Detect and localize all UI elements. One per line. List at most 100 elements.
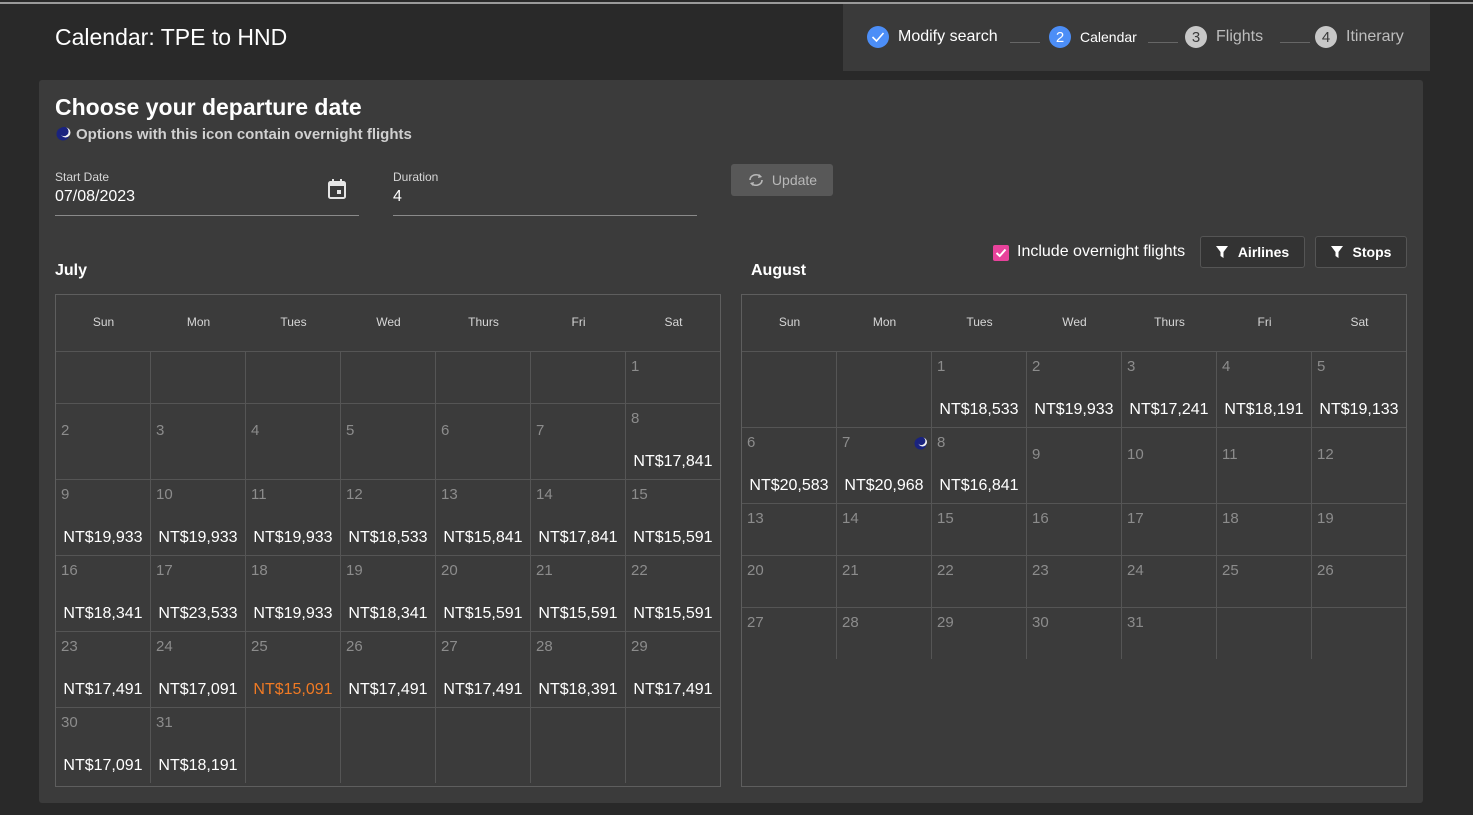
price[interactable]: NT$23,533 (158, 605, 238, 622)
date-cell: 3 (151, 403, 246, 479)
date-cell[interactable]: 9 NT$19,933 (56, 479, 151, 555)
airlines-button[interactable]: Airlines (1200, 236, 1305, 268)
price[interactable]: NT$18,191 (158, 757, 238, 774)
date-cell[interactable]: 28 NT$18,391 (531, 631, 626, 707)
date-cell[interactable]: 30 NT$17,091 (56, 707, 151, 783)
date-cell[interactable]: 23 NT$17,491 (56, 631, 151, 707)
price[interactable]: NT$18,533 (939, 401, 1019, 418)
date-cell[interactable]: 10 NT$19,933 (151, 479, 246, 555)
price[interactable]: NT$19,933 (253, 605, 333, 622)
day-number: 11 (251, 486, 267, 503)
date-cell[interactable]: 13 NT$15,841 (436, 479, 531, 555)
price[interactable]: NT$15,591 (443, 605, 523, 622)
step-label[interactable]: Itinerary (1346, 28, 1404, 45)
date-cell[interactable]: 2 NT$19,933 (1027, 351, 1122, 427)
update-button[interactable]: Update (731, 164, 833, 196)
step-bubble: 3 (1185, 26, 1207, 48)
price[interactable]: NT$17,491 (63, 681, 143, 698)
price[interactable]: NT$17,091 (63, 757, 143, 774)
date-cell[interactable]: 17 NT$23,533 (151, 555, 246, 631)
day-number: 26 (346, 638, 363, 655)
empty-cell (341, 707, 436, 783)
top-border (0, 2, 1473, 4)
date-cell[interactable]: 14 NT$17,841 (531, 479, 626, 555)
price[interactable]: NT$20,583 (749, 477, 829, 494)
date-cell[interactable]: 3 NT$17,241 (1122, 351, 1217, 427)
date-cell[interactable]: 20 NT$15,591 (436, 555, 531, 631)
date-cell[interactable]: 12 NT$18,533 (341, 479, 436, 555)
price[interactable]: NT$18,191 (1224, 401, 1304, 418)
step-label[interactable]: Calendar (1080, 29, 1137, 45)
date-cell[interactable]: 18 NT$19,933 (246, 555, 341, 631)
duration-value[interactable]: 4 (393, 188, 402, 205)
day-number: 25 (1222, 562, 1239, 579)
day-number: 12 (1317, 446, 1334, 463)
weekday-label: Sun (92, 315, 115, 329)
overnight-checkbox[interactable] (993, 245, 1009, 261)
day-number: 23 (61, 638, 78, 655)
price[interactable]: NT$19,933 (63, 529, 143, 546)
date-cell[interactable]: 29 NT$17,491 (626, 631, 720, 707)
date-cell: 23 (1027, 555, 1122, 607)
price[interactable]: NT$15,841 (443, 529, 523, 546)
date-cell[interactable]: 22 NT$15,591 (626, 555, 720, 631)
start-date-value[interactable]: 07/08/2023 (55, 188, 136, 205)
date-cell[interactable]: 24 NT$17,091 (151, 631, 246, 707)
date-cell[interactable]: 8 NT$17,841 (626, 403, 720, 479)
weekday-label: Wed (1062, 315, 1087, 329)
date-cell[interactable]: 15 NT$15,591 (626, 479, 720, 555)
price[interactable]: NT$17,091 (158, 681, 238, 698)
date-cell[interactable]: 27 NT$17,491 (436, 631, 531, 707)
day-number: 16 (61, 562, 78, 579)
overnight-label[interactable]: Include overnight flights (1017, 243, 1186, 260)
date-cell[interactable]: 25 NT$15,091 (246, 631, 341, 707)
date-cell: 28 (837, 607, 932, 659)
price[interactable]: NT$20,968 (844, 477, 924, 494)
day-number: 15 (631, 486, 648, 503)
price[interactable]: NT$17,841 (538, 529, 618, 546)
price[interactable]: NT$15,091 (253, 681, 333, 698)
price[interactable]: NT$18,391 (538, 681, 618, 698)
date-cell[interactable]: 16 NT$18,341 (56, 555, 151, 631)
date-cell[interactable]: 19 NT$18,341 (341, 555, 436, 631)
date-cell[interactable]: 5 NT$19,133 (1312, 351, 1406, 427)
date-cell[interactable]: 4 NT$18,191 (1217, 351, 1312, 427)
calendar-icon[interactable] (327, 178, 347, 200)
price[interactable]: NT$17,491 (633, 681, 713, 698)
date-cell[interactable]: 8 NT$16,841 (932, 427, 1027, 503)
day-number: 8 (937, 434, 946, 451)
date-cell[interactable]: 7 NT$20,968 (837, 427, 932, 503)
price[interactable]: NT$18,341 (348, 605, 428, 622)
step-bubble: 2 (1049, 26, 1071, 48)
price[interactable]: NT$19,933 (1034, 401, 1114, 418)
date-cell: 21 (837, 555, 932, 607)
empty-cell (742, 351, 837, 427)
price[interactable]: NT$17,491 (443, 681, 523, 698)
date-cell[interactable]: 21 NT$15,591 (531, 555, 626, 631)
step-label[interactable]: Modify search (898, 28, 998, 45)
price[interactable]: NT$18,533 (348, 529, 428, 546)
step-label[interactable]: Flights (1216, 28, 1264, 45)
moon-svg (914, 436, 927, 450)
day-number: 24 (1127, 562, 1144, 579)
price[interactable]: NT$17,841 (633, 453, 713, 470)
price[interactable]: NT$15,591 (633, 529, 713, 546)
date-cell[interactable]: 11 NT$19,933 (246, 479, 341, 555)
day-number: 1 (631, 358, 640, 375)
date-cell[interactable]: 1 NT$18,533 (932, 351, 1027, 427)
price[interactable]: NT$15,591 (538, 605, 618, 622)
day-number: 19 (346, 562, 363, 579)
price[interactable]: NT$16,841 (939, 477, 1019, 494)
price[interactable]: NT$19,133 (1319, 401, 1399, 418)
price[interactable]: NT$19,933 (253, 529, 333, 546)
stops-button[interactable]: Stops (1315, 236, 1407, 268)
price[interactable]: NT$17,491 (348, 681, 428, 698)
price[interactable]: NT$19,933 (158, 529, 238, 546)
date-cell[interactable]: 6 NT$20,583 (742, 427, 837, 503)
price[interactable]: NT$18,341 (63, 605, 143, 622)
date-cell[interactable]: 31 NT$18,191 (151, 707, 246, 783)
price[interactable]: NT$15,591 (633, 605, 713, 622)
date-cell[interactable]: 26 NT$17,491 (341, 631, 436, 707)
month-name: August (751, 262, 807, 279)
price[interactable]: NT$17,241 (1129, 401, 1209, 418)
